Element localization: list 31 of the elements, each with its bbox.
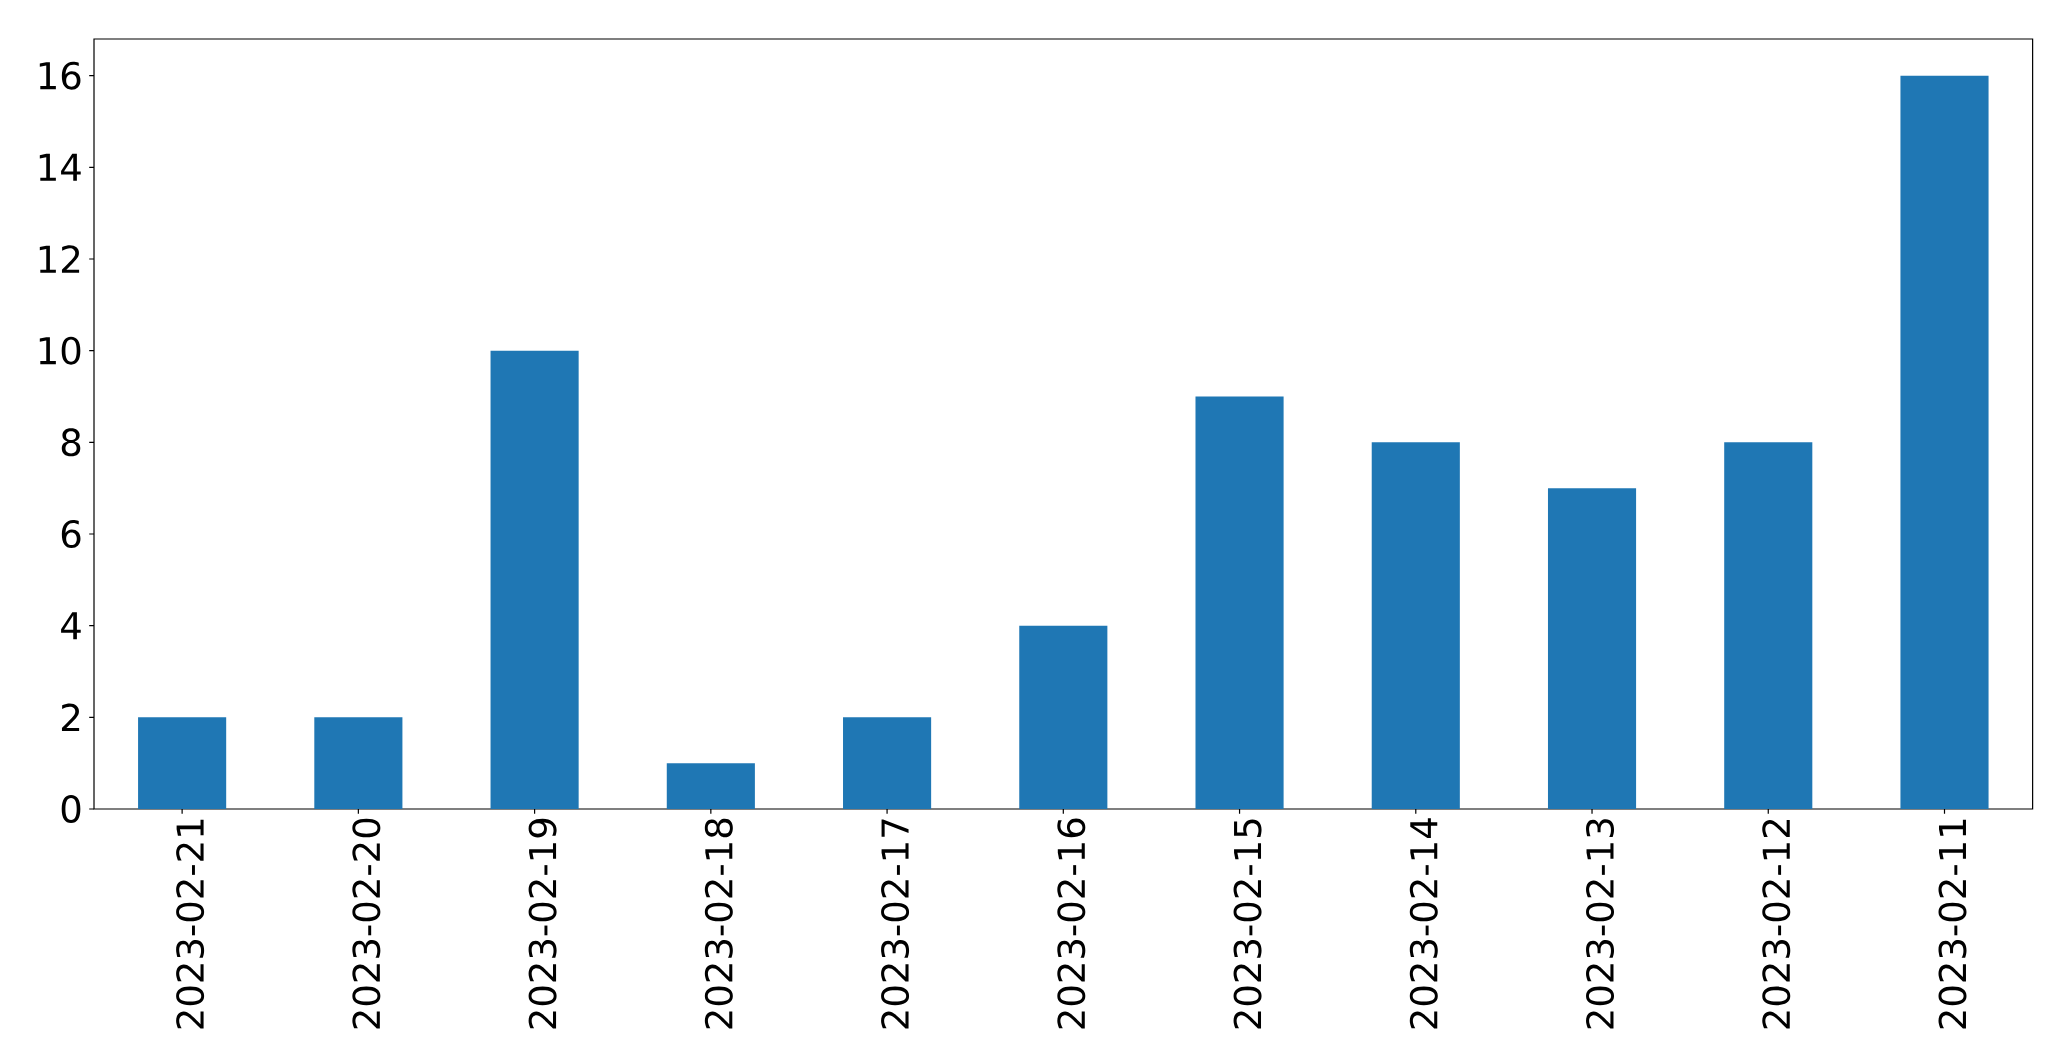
bar xyxy=(138,717,227,809)
y-tick-label: 10 xyxy=(39,336,81,365)
y-tick-label: 0 xyxy=(61,794,81,823)
bar xyxy=(1724,442,1813,809)
x-tick-label: 2023-02-17 xyxy=(881,819,910,1029)
bar xyxy=(1195,396,1284,809)
x-tick-label: 2023-02-13 xyxy=(1586,819,1615,1029)
y-tick-label: 6 xyxy=(61,519,81,548)
bar xyxy=(490,350,579,809)
y-tick-label: 16 xyxy=(39,61,81,90)
x-tick-label: 2023-02-12 xyxy=(1762,819,1791,1029)
x-tick-label: 2023-02-21 xyxy=(176,819,205,1029)
x-tick-label: 2023-02-16 xyxy=(1057,818,1086,1029)
x-tick-label: 2023-02-19 xyxy=(528,818,557,1029)
y-tick-label: 2 xyxy=(61,703,80,732)
y-tick-label: 8 xyxy=(61,428,81,457)
x-tick-label: 2023-02-11 xyxy=(1938,819,1967,1029)
x-tick-label: 2023-02-20 xyxy=(352,818,381,1029)
y-tick-label: 12 xyxy=(39,245,80,273)
bar xyxy=(666,763,755,809)
x-tick-label: 2023-02-18 xyxy=(704,818,733,1029)
bar xyxy=(1371,442,1460,809)
bar xyxy=(843,717,932,809)
bar xyxy=(1019,625,1108,809)
bar xyxy=(314,717,403,809)
bar xyxy=(1900,75,1989,809)
y-tick-label: 4 xyxy=(61,612,81,640)
y-tick-label: 14 xyxy=(39,153,81,181)
x-tick-label: 2023-02-15 xyxy=(1233,819,1262,1029)
x-tick-label: 2023-02-14 xyxy=(1409,818,1438,1029)
bar xyxy=(1547,488,1637,809)
